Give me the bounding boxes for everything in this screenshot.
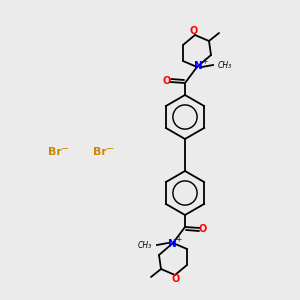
- Text: −: −: [106, 144, 114, 154]
- Text: +: +: [201, 56, 207, 65]
- Text: Br: Br: [48, 147, 62, 157]
- Text: N: N: [168, 239, 176, 249]
- Text: +: +: [175, 235, 181, 244]
- Text: O: O: [199, 224, 207, 234]
- Text: Br: Br: [93, 147, 107, 157]
- Text: O: O: [172, 274, 180, 284]
- Text: CH₃: CH₃: [218, 61, 232, 70]
- Text: −: −: [61, 144, 69, 154]
- Text: O: O: [163, 76, 171, 86]
- Text: O: O: [190, 26, 198, 36]
- Text: CH₃: CH₃: [138, 241, 152, 250]
- Text: N: N: [194, 61, 202, 71]
